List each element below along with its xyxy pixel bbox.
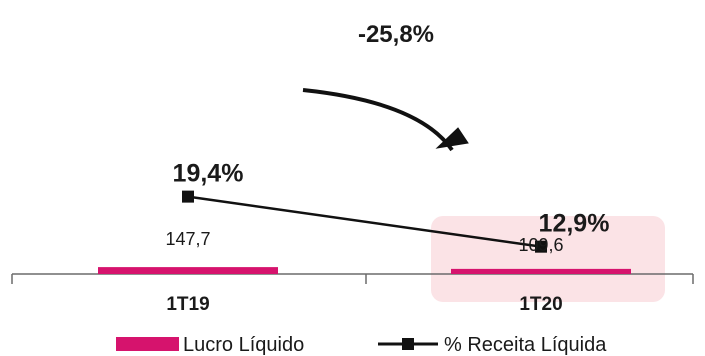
bar-1t19 — [98, 267, 278, 274]
decrease-arrow-icon — [302, 88, 469, 152]
legend: Lucro Líquido % Receita Líquida — [116, 334, 607, 356]
tick-label-1t19: 1T19 — [166, 294, 209, 315]
variation-annotation: -25,8% — [358, 21, 434, 48]
highlight-box — [431, 216, 665, 302]
legend-label-lucro: Lucro Líquido — [183, 334, 304, 356]
legend-marker-icon — [402, 338, 414, 350]
legend-bar-swatch — [116, 337, 179, 351]
line-point-1t20 — [535, 240, 547, 253]
tick-label-1t20: 1T20 — [519, 294, 562, 315]
bar-label-1t20: 109,6 — [518, 235, 563, 255]
legend-label-receita: % Receita Líquida — [444, 334, 607, 356]
line-receita-liquida — [187, 195, 542, 248]
line-label-1t19: 19,4% — [173, 160, 244, 188]
bar-1t20 — [451, 268, 631, 274]
line-point-1t19 — [182, 190, 194, 203]
bar-label-1t19: 147,7 — [165, 229, 210, 249]
line-label-1t20: 12,9% — [539, 210, 610, 238]
